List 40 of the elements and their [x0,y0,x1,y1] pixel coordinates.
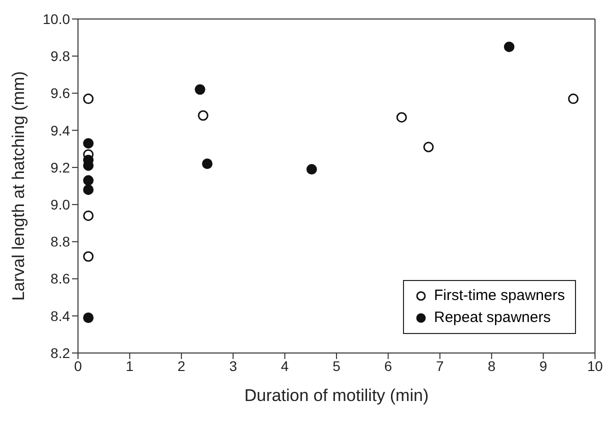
point [504,42,514,52]
point [83,184,94,195]
x-tick-label: 6 [384,358,392,374]
point [568,94,579,104]
point [83,94,94,104]
y-tick-label: 9.0 [50,196,70,213]
point [83,312,94,323]
y-tick-label: 8.6 [50,270,70,287]
x-tick-label: 5 [332,358,341,374]
x-axis-title: Duration of motility (min) [244,386,429,405]
x-tick-label: 4 [280,358,289,374]
point [83,251,94,262]
point [198,110,208,121]
point [202,158,212,169]
x-tick-label: 7 [436,358,444,374]
x-tick-label: 9 [539,358,548,374]
y-tick-label: 9.6 [50,85,70,102]
point [83,210,94,221]
y-tick-label: 8.8 [50,234,70,250]
x-tick-label: 8 [488,358,496,374]
y-tick-label: 9.4 [50,122,70,138]
y-tick-label: 9.8 [50,48,70,64]
y-tick-label: 9.2 [50,159,70,176]
legend-label: First-time spawners [434,286,565,306]
point [83,175,94,186]
y-axis-title: Larval length at hatching (mm) [9,71,28,301]
point [423,142,434,152]
x-tick-label: 3 [229,358,238,374]
x-tick-label: 0 [74,358,82,374]
point [83,138,94,149]
point [194,84,206,95]
y-tick-label: 8.2 [50,344,70,361]
x-tick-label: 2 [178,358,186,374]
x-tick-label: 10 [587,358,603,374]
point [396,112,407,123]
point [306,164,317,175]
x-tick-label: 1 [126,358,134,374]
y-tick-label: 8.4 [50,308,70,324]
y-tick-label: 10.0 [42,10,70,27]
legend-label: Repeat spawners [434,308,551,328]
